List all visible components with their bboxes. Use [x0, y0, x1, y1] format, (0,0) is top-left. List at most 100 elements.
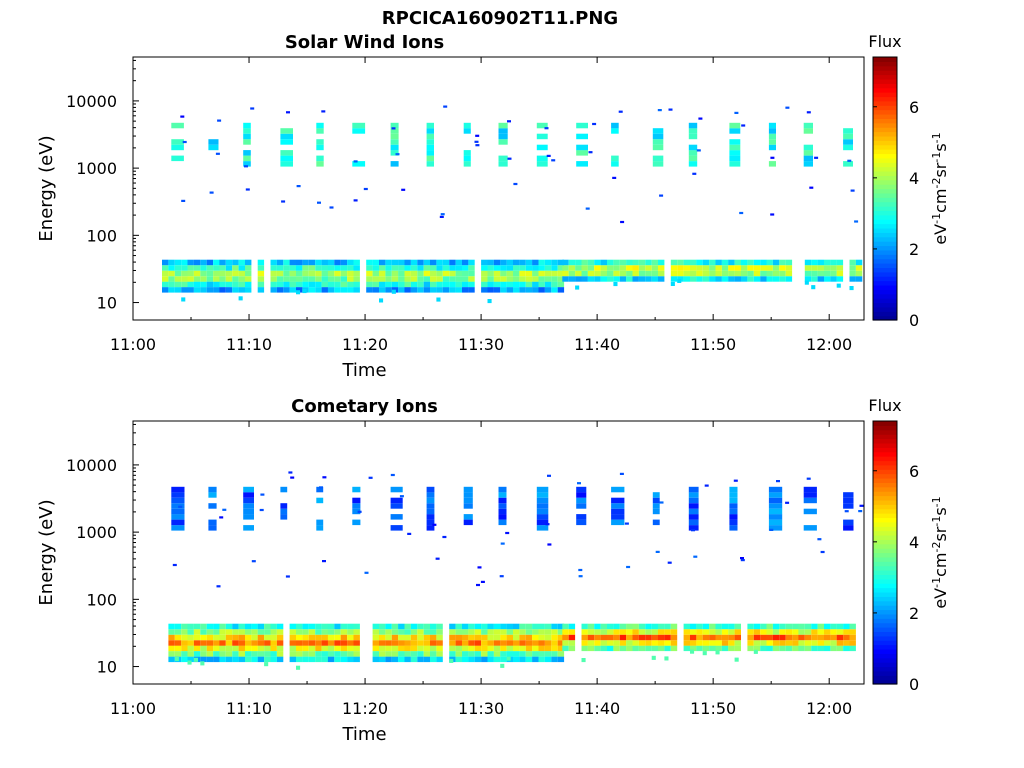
heatmap-cell — [251, 629, 258, 635]
heatmap-cell — [449, 651, 456, 657]
colorbar-segment — [873, 78, 897, 84]
heatmap-cell — [385, 640, 392, 646]
heatmap-cell — [632, 270, 639, 277]
heatmap-cell — [404, 259, 411, 266]
colorbar-segment — [873, 206, 897, 212]
heatmap-cell — [455, 623, 462, 630]
heatmap-cell — [760, 270, 767, 277]
heatmap-cell — [487, 634, 494, 641]
heatmap-cell — [243, 525, 254, 531]
heatmap-cell — [487, 623, 494, 630]
heatmap-cell — [213, 651, 220, 657]
heatmap-cell — [670, 623, 678, 630]
colorbar-segment — [873, 135, 897, 141]
heatmap-cell — [824, 634, 831, 641]
heatmap-cell — [690, 629, 697, 635]
heatmap-cell — [688, 155, 698, 162]
heatmap-cell — [683, 276, 690, 282]
heatmap-cell — [824, 270, 831, 277]
heatmap-cell — [677, 270, 684, 277]
heatmap-cell — [417, 259, 424, 266]
heatmap-cell — [404, 265, 411, 271]
y-tick-label: 10000 — [66, 456, 117, 475]
colorbar-segment — [873, 179, 897, 185]
heatmap-cell — [811, 634, 818, 641]
heatmap-cell — [238, 651, 245, 657]
heatmap-cell — [390, 150, 399, 156]
heatmap-cell — [417, 287, 424, 293]
colorbar-segment — [873, 670, 897, 676]
heatmap-cell — [696, 276, 703, 282]
heatmap-cell — [536, 514, 549, 520]
colorbar-segment — [873, 587, 897, 593]
heatmap-cell — [276, 640, 284, 646]
heatmap-cell — [804, 259, 812, 266]
heatmap-cell — [804, 640, 812, 646]
heatmap-cell — [316, 161, 324, 167]
heatmap-cell — [168, 656, 175, 663]
heatmap-cell — [334, 265, 341, 271]
heatmap-cell — [276, 287, 284, 293]
heatmap-cell — [536, 122, 548, 129]
heatmap-cell — [702, 259, 710, 266]
heatmap-cell — [688, 525, 699, 531]
heatmap-cell — [498, 514, 507, 520]
heatmap-cell — [688, 492, 699, 498]
heatmap-cell — [316, 122, 324, 129]
heatmap-cell — [498, 122, 508, 129]
x-axis-label: Time — [341, 724, 386, 745]
colorbar-segment — [873, 605, 897, 611]
heatmap-cell — [162, 281, 169, 288]
heatmap-cell — [302, 651, 309, 657]
heatmap-cell — [426, 122, 434, 129]
colorbar-segment — [873, 482, 897, 488]
heatmap-cell — [568, 276, 576, 282]
heatmap-cell — [468, 629, 475, 635]
heatmap-cell — [532, 640, 539, 646]
heatmap-cell — [659, 501, 664, 504]
heatmap-cell — [347, 634, 354, 641]
heatmap-cell — [430, 640, 437, 646]
heatmap-cell — [463, 128, 471, 134]
heatmap-cell — [302, 289, 307, 294]
heatmap-cell — [455, 656, 462, 663]
x-tick-label: 11:10 — [226, 335, 272, 354]
heatmap-cell — [557, 265, 565, 271]
heatmap-cell — [168, 265, 175, 271]
colorbar-segment — [873, 241, 897, 247]
heatmap-cell — [426, 161, 434, 167]
heatmap-cell — [193, 287, 201, 293]
heatmap-cell — [174, 259, 182, 266]
heatmap-cell — [334, 276, 341, 282]
heatmap-cell — [729, 155, 741, 162]
heatmap-cell — [753, 270, 761, 277]
heatmap-cell — [430, 629, 437, 635]
heatmap-cell — [327, 656, 335, 663]
x-tick-label: 11:50 — [690, 335, 736, 354]
heatmap-cell — [683, 645, 690, 652]
heatmap-cell — [245, 259, 252, 266]
heatmap-cell — [824, 640, 831, 646]
heatmap-cell — [463, 514, 473, 520]
heatmap-cell — [321, 656, 328, 663]
heatmap-cell — [626, 623, 633, 630]
heatmap-cell — [289, 265, 296, 271]
heatmap-cell — [288, 471, 293, 474]
heatmap-cell — [404, 634, 411, 641]
heatmap-cell — [238, 640, 245, 646]
heatmap-cell — [391, 623, 399, 630]
heatmap-cell — [206, 640, 214, 646]
heatmap-cell — [270, 634, 277, 641]
heatmap-cell — [442, 259, 450, 266]
heatmap-cell — [538, 259, 545, 266]
heatmap-cell — [760, 645, 767, 652]
heatmap-cell — [702, 265, 710, 271]
heatmap-cell — [683, 270, 690, 277]
heatmap-cell — [321, 276, 328, 282]
heatmap-cell — [544, 623, 552, 630]
heatmap-cell — [187, 270, 194, 277]
heatmap-cell — [430, 270, 437, 277]
colorbar-segment — [873, 622, 897, 628]
heatmap-cell — [455, 645, 462, 652]
heatmap-cell — [493, 259, 501, 266]
